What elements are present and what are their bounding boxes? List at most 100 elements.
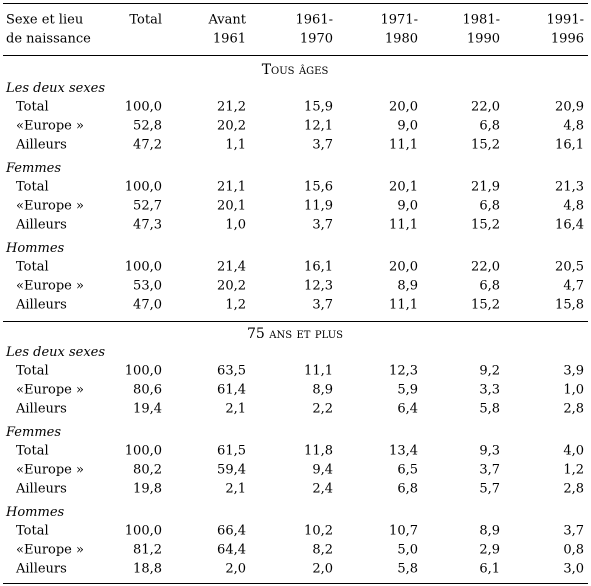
- cell: 6,8: [479, 279, 500, 294]
- cell: 21,4: [217, 260, 246, 275]
- header-cell: Sexe et lieu: [6, 13, 83, 28]
- cell: 21,2: [217, 100, 246, 115]
- cell: 3,7: [312, 218, 333, 233]
- header-cell: 1970: [300, 32, 333, 47]
- cell: 11,1: [389, 138, 418, 153]
- cell: 8,9: [479, 524, 500, 539]
- row-label: «Europe »: [16, 543, 84, 558]
- row-label: Total: [16, 364, 49, 379]
- cell: 2,1: [225, 482, 246, 497]
- cell: 4,8: [563, 199, 584, 214]
- row-label: Total: [16, 180, 49, 195]
- cell: 61,5: [217, 444, 246, 459]
- row-label: Ailleurs: [15, 402, 67, 417]
- cell: 21,3: [555, 180, 584, 195]
- cell: 63,5: [217, 364, 246, 379]
- cell: 8,9: [312, 383, 333, 398]
- cell: 0,8: [563, 543, 584, 558]
- header-cell: 1961: [213, 32, 246, 47]
- cell: 21,1: [217, 180, 246, 195]
- header-cell: Avant: [207, 13, 246, 28]
- cell: 11,1: [389, 298, 418, 313]
- header-cell: 1990: [467, 32, 500, 47]
- cell: 9,0: [397, 199, 418, 214]
- cell: 20,5: [555, 260, 584, 275]
- cell: 80,6: [133, 383, 162, 398]
- header-cell: 1980: [385, 32, 418, 47]
- cell: 8,2: [312, 543, 333, 558]
- cell: 2,0: [312, 562, 333, 577]
- cell: 9,3: [479, 444, 500, 459]
- cell: 20,0: [389, 100, 418, 115]
- row-label: Total: [16, 260, 49, 275]
- cell: 6,8: [479, 119, 500, 134]
- row-label: «Europe »: [16, 199, 84, 214]
- group-label: Les deux sexes: [5, 81, 105, 96]
- cell: 3,7: [312, 138, 333, 153]
- cell: 9,0: [397, 119, 418, 134]
- cell: 16,1: [555, 138, 584, 153]
- cell: 52,7: [133, 199, 162, 214]
- cell: 20,1: [389, 180, 418, 195]
- cell: 6,8: [397, 482, 418, 497]
- row-label: Ailleurs: [15, 482, 67, 497]
- cell: 3,7: [479, 463, 500, 478]
- cell: 1,2: [225, 298, 246, 313]
- cell: 3,7: [312, 298, 333, 313]
- cell: 9,4: [312, 463, 333, 478]
- cell: 6,8: [479, 199, 500, 214]
- cell: 2,8: [563, 402, 584, 417]
- cell: 19,4: [133, 402, 162, 417]
- cell: 10,2: [304, 524, 333, 539]
- row-label: «Europe »: [16, 119, 84, 134]
- cell: 15,9: [304, 100, 333, 115]
- cell: 100,0: [125, 100, 162, 115]
- row-label: Ailleurs: [15, 218, 67, 233]
- cell: 20,2: [217, 119, 246, 134]
- cell: 1,0: [563, 383, 584, 398]
- cell: 1,1: [225, 138, 246, 153]
- cell: 18,8: [133, 562, 162, 577]
- cell: 1,2: [563, 463, 584, 478]
- cell: 80,2: [133, 463, 162, 478]
- section-title: 75 ans et plus: [247, 326, 343, 342]
- cell: 3,7: [563, 524, 584, 539]
- cell: 5,7: [479, 482, 500, 497]
- group-label: Femmes: [5, 425, 61, 440]
- cell: 3,3: [479, 383, 500, 398]
- cell: 4,8: [563, 119, 584, 134]
- cell: 3,0: [563, 562, 584, 577]
- cell: 20,2: [217, 279, 246, 294]
- cell: 16,4: [555, 218, 584, 233]
- header-cell: 1981-: [463, 13, 500, 28]
- cell: 20,0: [389, 260, 418, 275]
- cell: 22,0: [471, 260, 500, 275]
- header-cell: 1961-: [296, 13, 333, 28]
- cell: 64,4: [217, 543, 246, 558]
- cell: 6,1: [479, 562, 500, 577]
- row-label: Total: [16, 100, 49, 115]
- row-label: Total: [16, 444, 49, 459]
- cell: 13,4: [389, 444, 418, 459]
- row-label: Ailleurs: [15, 138, 67, 153]
- cell: 16,1: [304, 260, 333, 275]
- cell: 5,0: [397, 543, 418, 558]
- row-label: Ailleurs: [15, 562, 67, 577]
- cell: 15,6: [304, 180, 333, 195]
- cell: 1,0: [225, 218, 246, 233]
- header-cell: de naissance: [6, 32, 91, 47]
- cell: 4,7: [563, 279, 584, 294]
- group-label: Femmes: [5, 161, 61, 176]
- cell: 19,8: [133, 482, 162, 497]
- cell: 15,2: [471, 298, 500, 313]
- cell: 6,4: [397, 402, 418, 417]
- header-cell: 1996: [551, 32, 584, 47]
- cell: 12,3: [389, 364, 418, 379]
- cell: 100,0: [125, 260, 162, 275]
- row-label: «Europe »: [16, 279, 84, 294]
- cell: 3,9: [563, 364, 584, 379]
- cell: 5,8: [397, 562, 418, 577]
- cell: 47,2: [133, 138, 162, 153]
- cell: 2,9: [479, 543, 500, 558]
